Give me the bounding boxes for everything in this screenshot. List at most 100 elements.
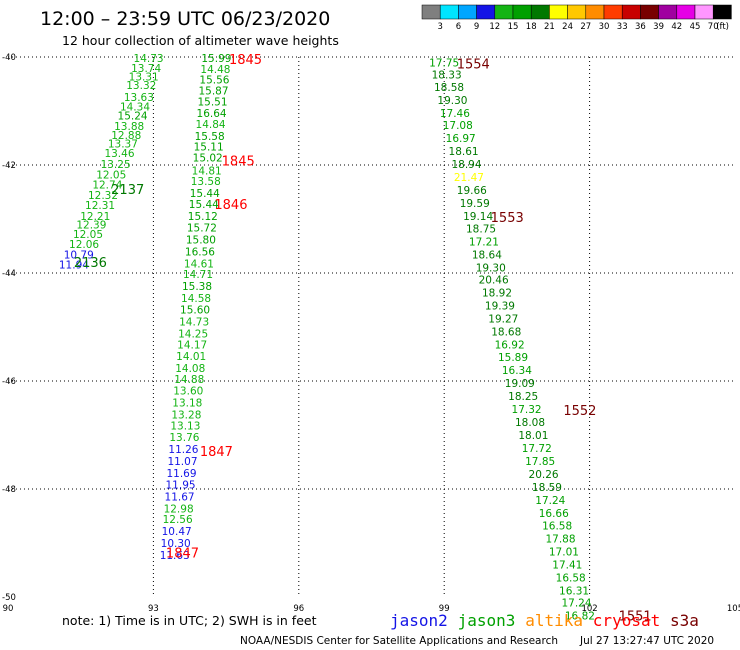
wave-height-value: 18.58 — [434, 82, 464, 94]
wave-height-value: 14.08 — [175, 363, 205, 375]
y-tick-label: -40 — [2, 53, 16, 63]
wave-height-value: 15.24 — [118, 110, 148, 122]
wave-height-value: 15.87 — [198, 85, 228, 97]
colorbar-swatch — [512, 4, 532, 20]
wave-height-value: 12.21 — [80, 211, 110, 223]
wave-height-value: 17.24 — [561, 597, 591, 609]
footer-timestamp: Jul 27 13:27:47 UTC 2020 — [579, 635, 714, 647]
wave-height-value: 18.08 — [515, 417, 545, 429]
wave-height-value: 18.64 — [472, 250, 502, 262]
wave-height-value: 14.58 — [181, 293, 211, 305]
wave-height-value: 15.44 — [189, 199, 219, 211]
wave-height-value: 12.05 — [96, 170, 126, 182]
wave-height-value: 14.71 — [183, 269, 213, 281]
wave-height-value: 17.32 — [512, 404, 542, 416]
axis-ticks: 90 93 96 99 102 105 -40 -42 -44 -46 -48 -50 — [2, 53, 740, 614]
wave-height-value: 12.05 — [73, 229, 103, 241]
wave-height-value: 15.58 — [195, 131, 225, 143]
wave-height-value: 15.72 — [187, 223, 217, 235]
colorbar-swatch — [439, 4, 459, 20]
satellite-legend-jason2: jason2 — [390, 611, 448, 630]
wave-height-value: 14.61 — [184, 258, 214, 270]
wave-height-value: 17.41 — [552, 560, 582, 572]
pass-time-label: 1847 — [200, 445, 233, 460]
colorbar-swatch — [712, 4, 732, 20]
satellite-legend-cryosat: cryosat — [593, 611, 660, 630]
wave-height-value: 19.59 — [460, 198, 490, 210]
colorbar-swatch — [549, 4, 568, 20]
wave-height-value: 12.06 — [69, 239, 99, 251]
wave-height-value: 16.97 — [446, 133, 476, 145]
colorbar-label: 24 — [562, 22, 573, 32]
wave-height-value: 14.73 — [134, 53, 164, 65]
wave-height-value: 13.63 — [124, 92, 154, 104]
wave-height-value: 18.94 — [451, 159, 481, 171]
wave-height-value: 12.31 — [85, 200, 115, 212]
wave-height-value: 14.81 — [192, 165, 222, 177]
colorbar-unit: (ft) — [716, 22, 729, 32]
y-tick-label: -50 — [2, 593, 16, 603]
wave-height-value: 18.01 — [518, 430, 548, 442]
wave-height-value: 10.30 — [161, 538, 191, 550]
wave-height-value: 12.39 — [76, 219, 106, 231]
colorbar-label: 15 — [508, 22, 519, 32]
wave-height-value: 17.72 — [522, 443, 552, 455]
x-tick-label: 90 — [3, 604, 14, 614]
wave-height-value: 19.39 — [485, 300, 515, 312]
pass-time-label: 1845 — [229, 53, 262, 68]
wave-height-value: 10.79 — [64, 250, 94, 262]
colorbar-swatch — [621, 4, 641, 20]
wave-height-value: 19.30 — [437, 95, 467, 107]
colorbar-label: 42 — [671, 22, 682, 32]
wave-height-value: 17.08 — [443, 120, 473, 132]
wave-height-value: 16.66 — [539, 508, 569, 520]
colorbar-swatch — [494, 4, 514, 20]
wave-height-value: 17.75 — [429, 57, 459, 69]
colorbar-label: 9 — [474, 22, 479, 32]
x-tick-label: 105 — [727, 604, 740, 614]
pass-time-labels: 1845 1845 1846 1847 1847 2137 2136 1554 1553 1552… — [74, 53, 652, 624]
wave-height-value: 16.31 — [559, 586, 589, 598]
wave-height-value: 13.18 — [172, 398, 202, 410]
wave-height-value: 16.34 — [502, 365, 532, 377]
wave-height-value: 12.88 — [111, 130, 141, 142]
wave-height-value: 14.25 — [178, 328, 208, 340]
y-tick-label: -46 — [2, 377, 16, 387]
wave-height-value: 15.11 — [194, 142, 224, 154]
pass-time-label: 1554 — [457, 57, 490, 72]
wave-height-value: 16.56 — [185, 246, 215, 258]
wave-height-value: 18.75 — [466, 224, 496, 236]
wave-height-value: 19.66 — [457, 185, 487, 197]
wave-height-value: 13.25 — [101, 159, 131, 171]
colorbar-label: 36 — [635, 22, 646, 32]
colorbar-swatch — [458, 4, 477, 20]
colorbar-swatch — [530, 4, 550, 20]
wave-height-value: 20.26 — [529, 469, 559, 481]
wave-height-value: 11.95 — [166, 480, 196, 492]
satellite-legend-jason3: jason3 — [458, 611, 516, 630]
wave-height-value: 13.28 — [171, 409, 201, 421]
wave-height-value: 17.01 — [549, 547, 579, 559]
wave-height-value: 13.13 — [170, 420, 200, 432]
wave-height-value: 10.47 — [162, 526, 192, 538]
wave-height-value: 18.59 — [532, 482, 562, 494]
wave-height-value: 13.74 — [131, 63, 161, 75]
wave-height-value: 17.21 — [469, 237, 499, 249]
colorbar-label: 3 — [437, 22, 442, 32]
footer-note: note: 1) Time is in UTC; 2) SWH is in fe… — [62, 613, 317, 628]
wave-height-value: 18.68 — [491, 326, 521, 338]
wave-height-value: 18.61 — [449, 146, 479, 158]
wave-height-value: 15.89 — [498, 352, 528, 364]
wave-height-value: 14.48 — [200, 64, 230, 76]
wave-height-value: 16.64 — [197, 108, 227, 120]
wave-height-value: 11.69 — [166, 468, 196, 480]
pass-time-label: 1846 — [214, 198, 247, 213]
colorbar-label: 33 — [617, 22, 628, 32]
wave-height-value: 17.46 — [440, 108, 470, 120]
colorbar-swatch — [421, 4, 441, 20]
footer-credit: NOAA/NESDIS Center for Satellite Applica… — [240, 635, 558, 647]
wave-height-value: 12.74 — [92, 179, 122, 191]
colorbar-swatch — [476, 4, 496, 20]
wave-height-value: 15.51 — [197, 96, 227, 108]
